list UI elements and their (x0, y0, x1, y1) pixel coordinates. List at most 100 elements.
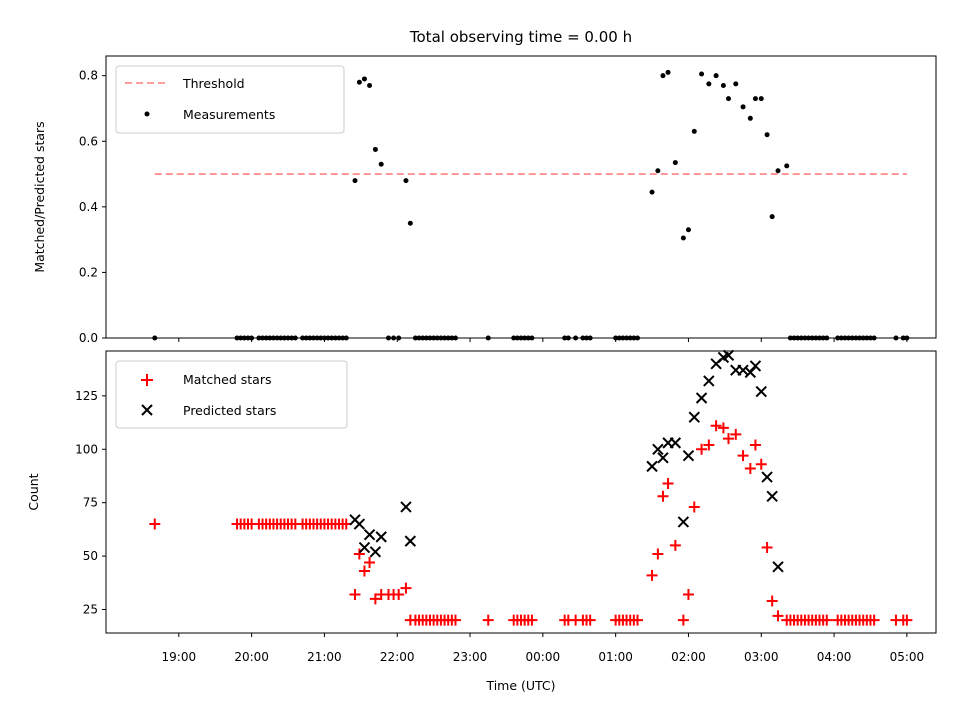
legend-predicted-swatch (141, 404, 153, 416)
bottom-x-tick-label: 01:00 (598, 650, 633, 664)
measurement-point (672, 160, 678, 166)
matched-star-point (149, 518, 161, 530)
measurement-point (352, 178, 358, 184)
bottom-y-tick-label: 50 (83, 549, 98, 563)
measurement-point (713, 73, 719, 79)
matched-star-point (358, 565, 370, 577)
measurement-point (378, 161, 384, 167)
predicted-star-point (703, 375, 715, 387)
predicted-star-point (353, 518, 366, 530)
matched-star-point (772, 610, 784, 622)
measurement-point (784, 163, 790, 169)
bottom-y-tick-label: 100 (75, 442, 98, 456)
measurement-point (775, 168, 781, 174)
bottom-legend-box (115, 360, 348, 429)
bottom-x-tick-label: 22:00 (380, 650, 415, 664)
top-y-tick-label: 0.6 (79, 134, 98, 148)
measurement-point (758, 96, 764, 102)
matched-star-point (584, 614, 596, 626)
chart-title: Total observing time = 0.00 h (409, 28, 632, 46)
top-y-tick-label: 0.2 (79, 265, 98, 279)
matched-star-point (749, 439, 761, 451)
predicted-star-point (369, 546, 382, 558)
measurement-point (699, 71, 705, 77)
matched-star-point (449, 614, 461, 626)
predicted-star-point (722, 349, 735, 361)
matched-stars-series (149, 420, 913, 626)
bottom-x-tick-label: 19:00 (162, 650, 197, 664)
bottom-legend: Matched stars Predicted stars (115, 360, 348, 429)
predicted-star-point (755, 385, 767, 398)
matched-star-point (821, 614, 833, 626)
predicted-star-point (400, 501, 412, 513)
predicted-stars-series (349, 349, 784, 573)
predicted-star-point (766, 490, 778, 502)
bottom-y-tick-label: 25 (83, 603, 98, 617)
predicted-star-point (646, 460, 658, 473)
matched-star-point (631, 614, 643, 626)
bottom-x-tick-label: 02:00 (671, 650, 706, 664)
matched-star-point (652, 548, 664, 560)
matched-star-point (868, 614, 880, 626)
predicted-star-point (363, 529, 376, 541)
predicted-star-point (688, 411, 700, 423)
matched-star-point (710, 420, 722, 432)
measurement-point (752, 96, 758, 102)
predicted-star-point (682, 449, 695, 462)
matched-star-point (901, 614, 913, 626)
legend-measurements-swatch (144, 111, 150, 117)
predicted-star-point (772, 561, 784, 573)
measurement-point (740, 104, 746, 110)
bottom-x-tick-label: 05:00 (890, 650, 925, 664)
predicted-star-point (761, 471, 773, 483)
bottom-x-axis-ticks: 19:00 20:00 21:00 22:00 23:00 00:00 01:00 02:00… (162, 633, 925, 664)
matched-star-point (353, 548, 365, 560)
matched-star-point (393, 589, 405, 601)
matched-star-point (755, 458, 767, 470)
matched-star-point (669, 539, 681, 551)
measurement-point (769, 214, 775, 220)
measurement-point (733, 81, 739, 87)
bottom-panel: 25 50 75 100 125 19:00 20:00 21:00 22:00 23:00 00… (26, 349, 937, 693)
measurement-point (726, 96, 731, 102)
bottom-x-tick-label: 03:00 (744, 650, 779, 664)
legend-matched-label: Matched stars (183, 372, 271, 387)
measurement-point (361, 76, 367, 82)
measurement-point (372, 146, 378, 152)
matched-star-point (737, 450, 749, 462)
predicted-star-point (375, 531, 387, 543)
predicted-star-point (677, 516, 690, 528)
top-legend-box (115, 65, 345, 134)
predicted-star-point (657, 452, 669, 464)
matched-star-point (482, 614, 494, 626)
legend-matched-swatch (141, 374, 153, 386)
matched-star-point (526, 614, 538, 626)
matched-star-point (696, 443, 708, 455)
measurement-point (660, 73, 666, 79)
matched-star-point (657, 490, 669, 502)
matched-star-point (662, 477, 674, 489)
predicted-star-point (404, 535, 417, 547)
matched-star-point (723, 433, 734, 445)
measurement-point (407, 220, 413, 226)
matched-star-point (744, 463, 756, 474)
predicted-star-point (749, 360, 762, 372)
measurement-point (720, 83, 726, 89)
matched-star-point (369, 593, 381, 605)
measurement-point (764, 132, 770, 138)
top-y-axis-label: Matched/Predicted stars (32, 121, 47, 272)
measurement-point (665, 69, 671, 75)
bottom-x-tick-label: 23:00 (453, 650, 488, 664)
bottom-y-tick-label: 125 (75, 389, 98, 403)
top-y-axis-ticks: 0.0 0.2 0.4 0.6 0.8 (79, 69, 106, 345)
bottom-x-tick-label: 21:00 (307, 650, 342, 664)
matched-star-point (717, 422, 729, 434)
predicted-star-point (695, 392, 708, 404)
bottom-x-tick-label: 04:00 (817, 650, 852, 664)
predicted-star-point (669, 437, 682, 449)
measurement-point (680, 235, 686, 241)
matched-star-point (703, 439, 715, 451)
matched-star-point (364, 557, 376, 568)
matched-star-point (730, 428, 742, 440)
